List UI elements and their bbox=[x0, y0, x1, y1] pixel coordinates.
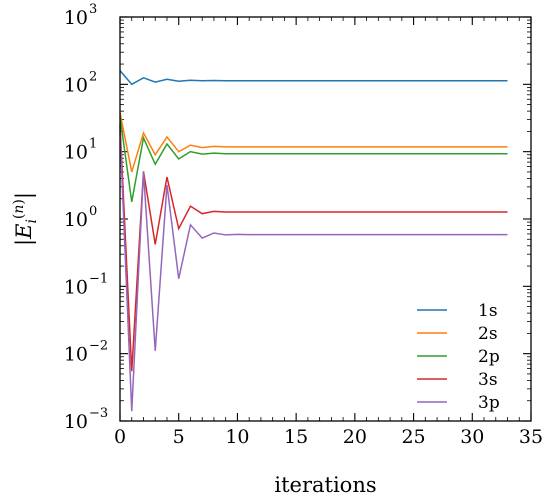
series-line-2s bbox=[119, 112, 508, 173]
legend-label: 2s bbox=[478, 324, 498, 344]
y-tick-exponent: 1 bbox=[89, 137, 97, 152]
y-tick-exponent: −3 bbox=[89, 406, 108, 421]
legend-label: 2p bbox=[478, 347, 500, 367]
y-axis-label-text: |Ei(n)| bbox=[11, 192, 40, 246]
legend: 1s 2s 2p 3s 3p bbox=[417, 301, 500, 413]
x-axis-ticks: 0 5 10 15 20 25 30 35 bbox=[114, 17, 543, 448]
x-tick-label: 10 bbox=[225, 426, 249, 448]
y-tick-exponent: −1 bbox=[89, 271, 108, 286]
y-tick-base: 10 bbox=[64, 74, 88, 96]
x-tick-label: 25 bbox=[401, 426, 425, 448]
y-tick-base: 10 bbox=[64, 276, 88, 298]
y-tick-exponent: 3 bbox=[89, 2, 97, 17]
x-tick-label: 0 bbox=[114, 426, 126, 448]
y-tick-base: 10 bbox=[64, 344, 88, 366]
series-line-1s bbox=[119, 70, 508, 86]
legend-item-3p: 3p bbox=[417, 393, 500, 413]
y-tick-exponent: 0 bbox=[89, 204, 97, 219]
plot-frame bbox=[119, 16, 532, 422]
series-lines bbox=[119, 70, 508, 412]
y-tick-exponent: 2 bbox=[89, 69, 97, 84]
x-tick-label: 15 bbox=[284, 426, 308, 448]
legend-label: 3s bbox=[478, 370, 498, 390]
legend-item-2s: 2s bbox=[417, 324, 498, 344]
legend-item-2p: 2p bbox=[417, 347, 500, 367]
y-tick-base: 10 bbox=[64, 411, 88, 433]
x-tick-label: 30 bbox=[460, 426, 484, 448]
legend-label: 1s bbox=[478, 301, 498, 321]
y-tick-exponent: −2 bbox=[89, 339, 108, 354]
x-tick-label: 35 bbox=[519, 426, 543, 448]
series-line-3s bbox=[119, 124, 508, 372]
y-axis-label: |Ei(n)| bbox=[11, 192, 40, 246]
legend-item-3s: 3s bbox=[417, 370, 498, 390]
y-tick-base: 10 bbox=[64, 142, 88, 164]
legend-item-1s: 1s bbox=[417, 301, 498, 321]
series-line-3p bbox=[119, 131, 508, 412]
y-tick-base: 10 bbox=[64, 209, 88, 231]
series-line-2p bbox=[119, 116, 508, 202]
x-axis-label: iterations bbox=[274, 473, 376, 497]
x-tick-label: 5 bbox=[173, 426, 185, 448]
legend-label: 3p bbox=[478, 393, 500, 413]
x-tick-label: 20 bbox=[343, 426, 367, 448]
y-tick-base: 10 bbox=[64, 7, 88, 29]
